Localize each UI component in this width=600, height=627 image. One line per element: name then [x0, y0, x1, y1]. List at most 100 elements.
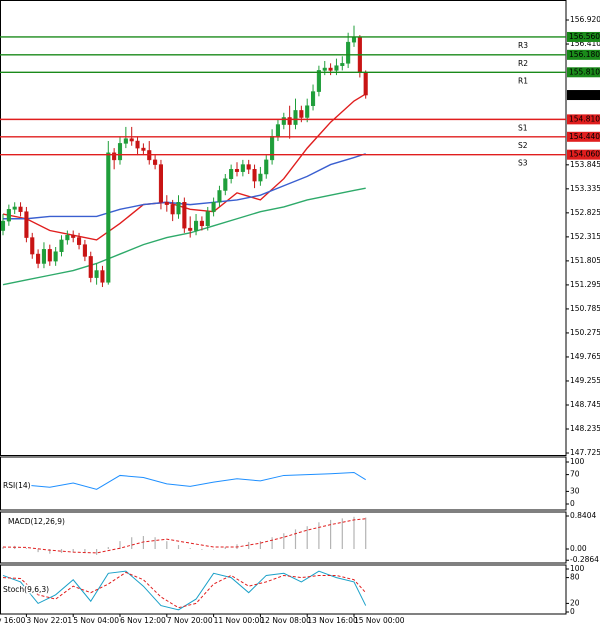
- candle-body: [305, 105, 310, 118]
- x-tick-label: 2 Nov 16:00: [0, 616, 26, 625]
- candle-body: [59, 239, 64, 252]
- level-name: S3: [518, 159, 528, 168]
- candle-body: [82, 244, 87, 257]
- candle-body: [351, 37, 357, 43]
- histogram-bar: [166, 541, 168, 549]
- histogram-bar: [353, 516, 355, 549]
- candle-body: [106, 152, 111, 283]
- histogram-bar: [330, 519, 332, 549]
- histogram-bar: [294, 529, 297, 549]
- candle-body: [158, 164, 163, 203]
- candle-body: [205, 211, 210, 227]
- candle-body: [270, 136, 275, 161]
- histogram-bar: [37, 548, 39, 553]
- candle-body: [240, 164, 245, 172]
- moving-average: [3, 153, 366, 220]
- level-price-box: [567, 114, 600, 125]
- y-tick-label: 149.765: [570, 352, 600, 361]
- candle-body: [246, 164, 251, 170]
- x-tick-label: 5 Nov 04:00: [73, 616, 119, 625]
- x-tick-label: 12 Nov 08:00: [260, 616, 311, 625]
- candle-body: [334, 65, 339, 71]
- level-name: S1: [518, 123, 528, 132]
- indicator-line: [2, 518, 366, 554]
- histogram-bar: [131, 537, 133, 549]
- histogram-bar: [306, 526, 308, 549]
- indicator-y-tick-label: 0.00: [570, 544, 587, 553]
- candle-body: [0, 220, 6, 231]
- histogram-bar: [2, 547, 4, 549]
- indicator-title: Stoch(9,6,3): [3, 585, 49, 594]
- candle-body: [316, 70, 321, 92]
- candle-body: [188, 227, 193, 231]
- y-tick-label: 149.255: [570, 376, 600, 385]
- macd-frame: [0, 511, 567, 564]
- level-price-box: [567, 67, 600, 78]
- moving-average: [2, 93, 367, 241]
- indicator-title: RSI(14): [3, 481, 31, 490]
- histogram-bar: [248, 541, 250, 549]
- candle-body: [223, 178, 228, 191]
- histogram-bar: [318, 522, 320, 549]
- level-price-box: [567, 31, 600, 42]
- y-tick-label: 151.805: [570, 256, 600, 265]
- x-tick-label: 6 Nov 12:00: [120, 616, 166, 625]
- candle-body: [281, 117, 286, 125]
- candle-body: [71, 234, 76, 238]
- candle-body: [117, 143, 123, 161]
- y-tick-label: 152.825: [570, 208, 600, 217]
- level-price-label: 156.180: [569, 50, 600, 59]
- candle-body: [176, 202, 181, 215]
- candle-body: [264, 159, 269, 175]
- x-tick-label: 15 Nov 00:00: [354, 616, 405, 625]
- level-price-box: [567, 149, 600, 160]
- indicator-y-tick-label: 100: [570, 457, 585, 466]
- histogram-bar: [96, 548, 98, 555]
- stoch-frame: [0, 564, 567, 615]
- indicator-line: [2, 571, 367, 609]
- indicator-y-tick-label: 0: [570, 499, 575, 508]
- candle-body: [211, 202, 216, 212]
- candle-body: [88, 256, 93, 278]
- candle-body: [135, 140, 140, 149]
- histogram-bar: [154, 537, 156, 549]
- level-name: R2: [518, 59, 528, 68]
- histogram-bar: [283, 533, 285, 549]
- candle-body: [363, 72, 368, 96]
- candle-body: [182, 202, 187, 229]
- rsi-frame: [0, 456, 567, 511]
- candle-body: [328, 67, 333, 71]
- level-price-box: [567, 131, 600, 142]
- candle-body: [311, 91, 316, 106]
- y-tick-label: 153.335: [570, 184, 600, 193]
- histogram-bar: [142, 536, 144, 549]
- candle-body: [129, 138, 134, 142]
- level-price-label: 154.060: [569, 150, 600, 159]
- candle-body: [36, 253, 41, 264]
- candle-body: [53, 251, 58, 262]
- y-tick-label: 148.235: [570, 424, 600, 433]
- level-name: S2: [518, 141, 528, 150]
- candle-body: [123, 138, 128, 144]
- main-plot: [0, 25, 368, 288]
- level-price-label: 155.810: [569, 67, 600, 76]
- indicator-y-tick-label: 0.8404: [570, 511, 596, 520]
- histogram-bar: [119, 541, 121, 549]
- candle-body: [141, 147, 146, 151]
- y-tick-label: 148.745: [570, 400, 600, 409]
- histogram-bar: [25, 548, 27, 549]
- candle-body: [65, 234, 70, 241]
- candle-body: [164, 202, 169, 205]
- candle-body: [252, 169, 257, 182]
- candle-body: [194, 220, 199, 231]
- histogram-bar: [72, 548, 74, 553]
- candle-body: [340, 63, 345, 66]
- candle-body: [6, 209, 11, 222]
- indicator-y-tick-label: -0.2864: [570, 555, 599, 564]
- histogram-bar: [213, 548, 215, 550]
- candle-body: [275, 124, 280, 137]
- level-price-label: 156.560: [569, 32, 600, 41]
- y-tick-label: 147.725: [570, 448, 600, 457]
- level-price-label: 154.810: [569, 114, 600, 123]
- y-tick-label: 150.785: [570, 304, 600, 313]
